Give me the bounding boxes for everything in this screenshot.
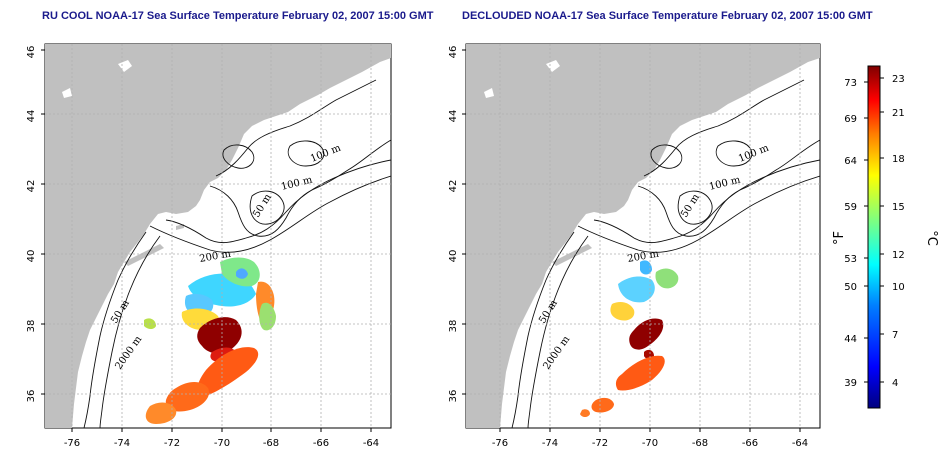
colorbar: 73 69 64 59 53 50 44 39 23 21 18 15 12 1… [832,65,939,409]
fahrenheit-tick-label: 50 [844,282,857,293]
fahrenheit-tick-label: 39 [844,378,857,389]
contour-line-200m [165,159,391,244]
celsius-tick-label: 15 [892,202,905,213]
fahrenheit-tick-label: 44 [844,334,857,345]
celsius-tick-label: 10 [892,282,905,293]
contour-line-50m [215,79,377,177]
left-lat-axis: 46 44 42 40 38 36 [26,46,45,403]
lat-tick-label: 40 [26,250,37,263]
lat-tick-label: 46 [26,46,37,59]
lon-tick-label: -68 [263,438,279,449]
sst-patch [629,318,664,350]
sst-patch [259,302,276,331]
contour-line-50m [643,79,805,177]
celsius-tick-label: 7 [892,330,898,341]
fahrenheit-unit-label: °F [832,231,847,245]
celsius-tick-label: 23 [892,74,905,85]
left-map: 100 m 100 m 50 m 200 m 50 m 2000 m 46 44… [26,43,392,449]
island [124,244,164,266]
left-map-title: RU COOL NOAA-17 Sea Surface Temperature … [42,10,434,22]
sst-patch [610,302,635,321]
contour-line-2000m [149,175,391,253]
fahrenheit-tick-label: 69 [844,114,857,125]
lon-tick-label: -70 [642,438,658,449]
lake [118,60,132,72]
lon-tick-label: -64 [363,438,379,449]
sst-patch [615,355,665,391]
island [552,244,592,266]
right-map-title: DECLOUDED NOAA-17 Sea Surface Temperatur… [462,10,873,22]
lat-tick-label: 36 [448,390,459,403]
contour-line-100m [637,139,820,237]
celsius-tick-label: 21 [892,108,905,119]
lat-tick-label: 38 [26,320,37,333]
colorbar-gradient [867,65,881,409]
contour-line-2000m [577,175,820,253]
contour-basin [650,144,683,169]
contour-line-slope [99,235,161,428]
fahrenheit-tick-label: 59 [844,202,857,213]
sst-patch [591,397,614,413]
lat-tick-label: 42 [448,180,459,193]
contour-basin [715,140,753,167]
lake [484,88,494,98]
contour-line-shelf [511,231,575,428]
lat-tick-label: 44 [448,110,459,123]
sst-patch [236,268,248,279]
right-lat-axis: 46 44 42 40 38 36 [448,46,466,403]
lon-tick-label: -72 [164,438,180,449]
graticule [45,44,391,428]
lat-tick-label: 44 [26,110,37,123]
contour-bank [249,190,285,225]
contour-basin [222,144,255,169]
right-lon-axis: -76 -74 -72 -70 -68 -66 -64 [492,428,808,449]
celsius-tick-label: 4 [892,378,898,389]
lon-tick-label: -74 [542,438,558,449]
lon-tick-label: -72 [592,438,608,449]
lon-tick-label: -68 [692,438,708,449]
left-lon-axis: -76 -74 -72 -70 -68 -66 -64 [64,428,379,449]
contour-line-slope [527,235,589,428]
lon-tick-label: -66 [313,438,329,449]
contour-bank [677,190,713,225]
celsius-tick-label: 18 [892,154,905,165]
lat-tick-label: 36 [26,390,37,403]
fahrenheit-tick-label: 53 [844,254,857,265]
graticule [466,44,820,428]
contour-line-200m [593,159,820,244]
sst-patch [655,268,679,289]
sst-patch [197,317,242,354]
contour-line-shelf [83,231,147,428]
contour-line-100m [209,139,391,237]
right-map: 100 m 100 m 50 m 200 m 50 m 2000 m 46 44… [448,43,821,449]
sst-patch [580,409,590,417]
lon-tick-label: -74 [114,438,130,449]
sst-patch [640,260,652,275]
lat-tick-label: 42 [26,180,37,193]
lat-tick-label: 46 [448,46,459,59]
lon-tick-label: -76 [64,438,80,449]
fahrenheit-tick-label: 64 [844,156,857,167]
sst-patch [145,402,177,424]
celsius-tick-label: 12 [892,250,905,261]
lat-tick-label: 40 [448,250,459,263]
lon-tick-label: -70 [214,438,230,449]
sst-patch [618,276,655,303]
lon-tick-label: -76 [492,438,508,449]
sst-patches-right [580,260,679,417]
sst-patch [165,382,210,412]
fahrenheit-tick-label: 73 [844,78,857,89]
land-mass [466,44,820,428]
lake [62,88,72,98]
lake [546,60,560,72]
island [176,224,184,230]
lon-tick-label: -66 [742,438,758,449]
lat-tick-label: 38 [448,320,459,333]
land-mass [45,44,391,428]
sst-patches-left [144,257,276,424]
celsius-unit-label: °C [924,230,939,246]
lon-tick-label: -64 [792,438,808,449]
sst-patch [197,347,259,398]
